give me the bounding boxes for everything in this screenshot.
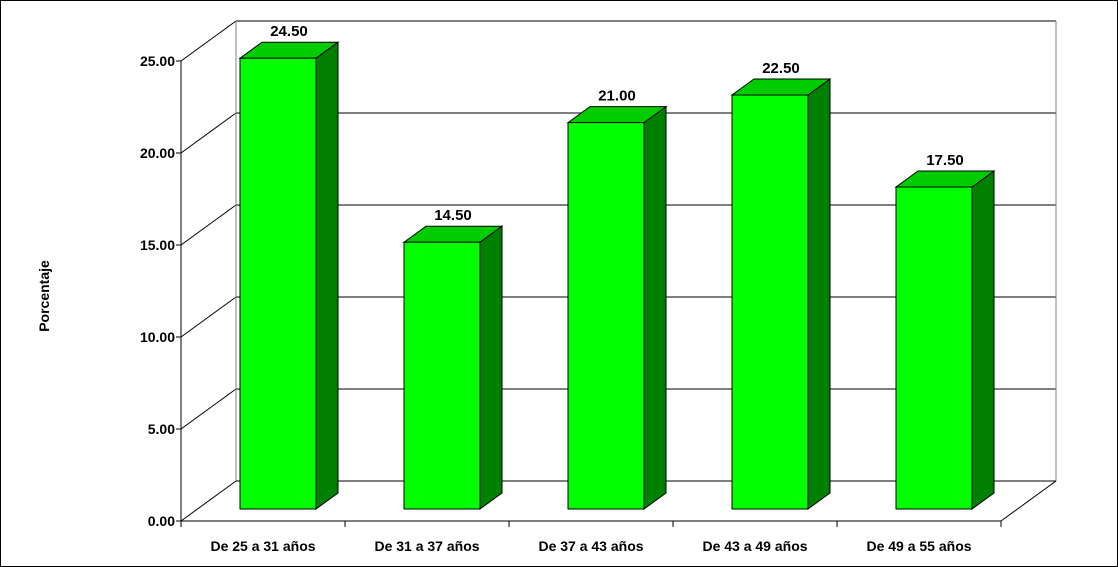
data-label: 17.50	[926, 152, 964, 169]
x-tick-label: De 25 a 31 años	[210, 538, 315, 554]
data-label: 14.50	[434, 207, 472, 224]
x-tick-label: De 31 a 37 años	[374, 538, 479, 554]
floor-right-edge	[1000, 480, 1057, 522]
left-wall-gridline	[180, 20, 237, 62]
bar-side	[807, 78, 831, 510]
bar	[895, 186, 973, 510]
left-wall-gridline	[180, 204, 237, 246]
y-axis-title: Porcentaje	[36, 260, 52, 332]
x-tick-label: De 37 a 43 años	[538, 538, 643, 554]
bar-side	[643, 105, 667, 510]
bar-side	[971, 170, 995, 510]
left-wall-gridline	[180, 112, 237, 154]
y-tick-label: 0.00	[148, 513, 175, 529]
y-tick-label: 15.00	[140, 237, 175, 253]
x-tick-label: De 49 a 55 años	[866, 538, 971, 554]
y-tick-label: 10.00	[140, 329, 175, 345]
data-label: 21.00	[598, 88, 636, 105]
bar-side	[479, 225, 503, 510]
bar	[731, 94, 809, 510]
y-tick-label: 25.00	[140, 53, 175, 69]
y-tick-label: 20.00	[140, 145, 175, 161]
data-label: 24.50	[270, 23, 308, 40]
left-wall-gridline	[180, 388, 237, 430]
bar-side	[315, 41, 339, 510]
bar	[567, 122, 645, 510]
data-label: 22.50	[762, 60, 800, 77]
y-tick-label: 5.00	[148, 421, 175, 437]
left-wall-gridline	[180, 296, 237, 338]
x-tick-label: De 43 a 49 años	[702, 538, 807, 554]
left-wall-gridline	[180, 480, 237, 522]
bar	[403, 241, 481, 510]
bar	[239, 57, 317, 510]
